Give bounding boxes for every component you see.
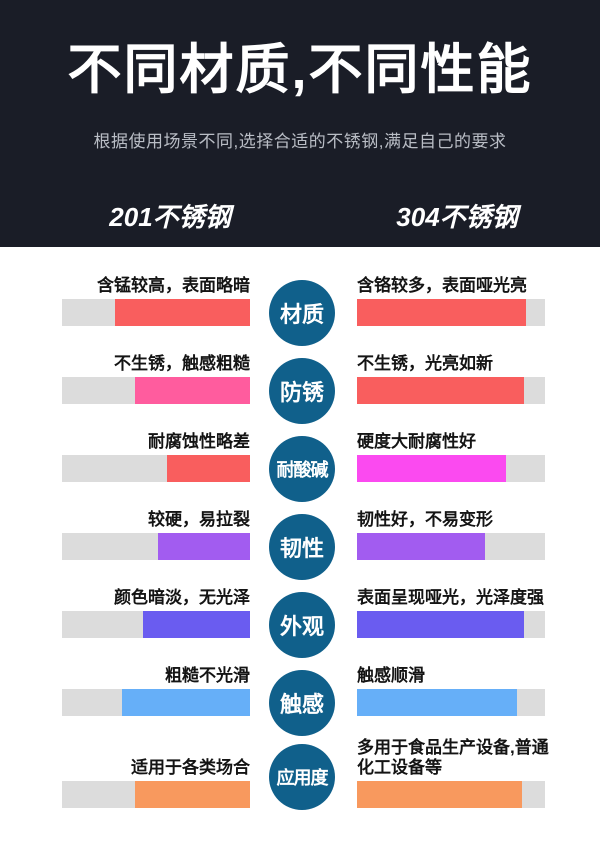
- right-cell-text: 不生锈，光亮如新: [357, 354, 493, 373]
- left-cell-text: 颜色暗淡，无光泽: [114, 588, 250, 607]
- left-cell: 较硬，易拉裂: [62, 510, 250, 560]
- category-circle: 韧性: [269, 514, 335, 580]
- right-cell: 触感顺滑: [357, 666, 545, 716]
- row-toughness: 较硬，易拉裂 韧性 韧性好，不易变形: [0, 496, 600, 580]
- right-cell-text: 多用于食品生产设备,普通 化工设备等: [357, 738, 549, 777]
- category-circle: 触感: [269, 670, 335, 736]
- left-cell-text: 粗糙不光滑: [165, 666, 250, 685]
- right-cell-text: 含铬较多，表面哑光亮: [357, 276, 527, 295]
- right-cell-text: 表面呈现哑光，光泽度强: [357, 588, 544, 607]
- left-bar-track: [62, 689, 250, 716]
- right-bar-fill: [357, 455, 506, 482]
- left-cell: 耐腐蚀性略差: [62, 432, 250, 482]
- row-touch: 粗糙不光滑 触感 触感顺滑: [0, 652, 600, 736]
- right-bar-fill: [357, 533, 485, 560]
- left-bar-fill: [122, 689, 250, 716]
- left-bar-fill: [142, 611, 250, 638]
- column-header-201: 201不锈钢: [109, 202, 231, 232]
- right-bar-track: [357, 455, 545, 482]
- left-bar-track: [62, 377, 250, 404]
- category-circle: 耐酸碱: [269, 436, 335, 502]
- row-acid-alkali: 耐腐蚀性略差 耐酸碱 硬度大耐腐性好: [0, 418, 600, 502]
- row-appearance: 颜色暗淡，无光泽 外观 表面呈现哑光，光泽度强: [0, 574, 600, 658]
- comparison-rows: 含锰较高，表面略暗 材质 含铬较多，表面哑光亮 不生锈，触感粗糙 防锈: [0, 247, 600, 822]
- row-application: 适用于各类场合 应用度 多用于食品生产设备,普通 化工设备等: [0, 730, 600, 822]
- right-bar-fill: [357, 377, 525, 404]
- left-cell: 颜色暗淡，无光泽: [62, 588, 250, 638]
- category-circle: 应用度: [269, 744, 335, 810]
- column-header-304: 304不锈钢: [396, 202, 518, 232]
- right-bar-fill: [357, 689, 517, 716]
- right-cell-text: 硬度大耐腐性好: [357, 432, 476, 451]
- right-bar-track: [357, 611, 545, 638]
- left-bar-track: [62, 533, 250, 560]
- right-bar-track: [357, 533, 545, 560]
- left-bar-fill: [135, 377, 250, 404]
- left-bar-track: [62, 455, 250, 482]
- left-cell: 适用于各类场合: [62, 758, 250, 808]
- left-bar-fill: [135, 781, 250, 808]
- right-bar-track: [357, 299, 545, 326]
- header: 不同材质,不同性能 根据使用场景不同,选择合适的不锈钢,满足自己的要求 201不…: [0, 0, 600, 247]
- left-cell: 含锰较高，表面略暗: [62, 276, 250, 326]
- left-bar-track: [62, 299, 250, 326]
- left-bar-fill: [157, 533, 250, 560]
- right-bar-fill: [357, 611, 525, 638]
- right-cell: 含铬较多，表面哑光亮: [357, 276, 545, 326]
- left-cell: 粗糙不光滑: [62, 666, 250, 716]
- right-bar-fill: [357, 781, 523, 808]
- right-cell: 韧性好，不易变形: [357, 510, 545, 560]
- right-bar-track: [357, 377, 545, 404]
- right-cell-text: 韧性好，不易变形: [357, 510, 493, 529]
- right-cell: 不生锈，光亮如新: [357, 354, 545, 404]
- right-bar-track: [357, 689, 545, 716]
- left-bar-track: [62, 781, 250, 808]
- row-material: 含锰较高，表面略暗 材质 含铬较多，表面哑光亮: [0, 262, 600, 346]
- left-cell-text: 适用于各类场合: [131, 758, 250, 777]
- left-bar-track: [62, 611, 250, 638]
- page-title: 不同材质,不同性能: [67, 40, 533, 100]
- page-subtitle: 根据使用场景不同,选择合适的不锈钢,满足自己的要求: [93, 131, 507, 151]
- left-cell-text: 含锰较高，表面略暗: [97, 276, 250, 295]
- left-cell: 不生锈，触感粗糙: [62, 354, 250, 404]
- right-bar-track: [357, 781, 545, 808]
- category-circle: 材质: [269, 280, 335, 346]
- right-cell: 硬度大耐腐性好: [357, 432, 545, 482]
- right-cell: 多用于食品生产设备,普通 化工设备等: [357, 738, 549, 808]
- left-cell-text: 不生锈，触感粗糙: [114, 354, 250, 373]
- left-cell-text: 较硬，易拉裂: [148, 510, 250, 529]
- left-bar-fill: [114, 299, 250, 326]
- category-circle: 防锈: [269, 358, 335, 424]
- row-rustproof: 不生锈，触感粗糙 防锈 不生锈，光亮如新: [0, 340, 600, 424]
- right-cell-text: 触感顺滑: [357, 666, 425, 685]
- left-cell-text: 耐腐蚀性略差: [148, 432, 250, 451]
- left-bar-fill: [167, 455, 250, 482]
- right-cell: 表面呈现哑光，光泽度强: [357, 588, 545, 638]
- right-bar-fill: [357, 299, 527, 326]
- category-circle: 外观: [269, 592, 335, 658]
